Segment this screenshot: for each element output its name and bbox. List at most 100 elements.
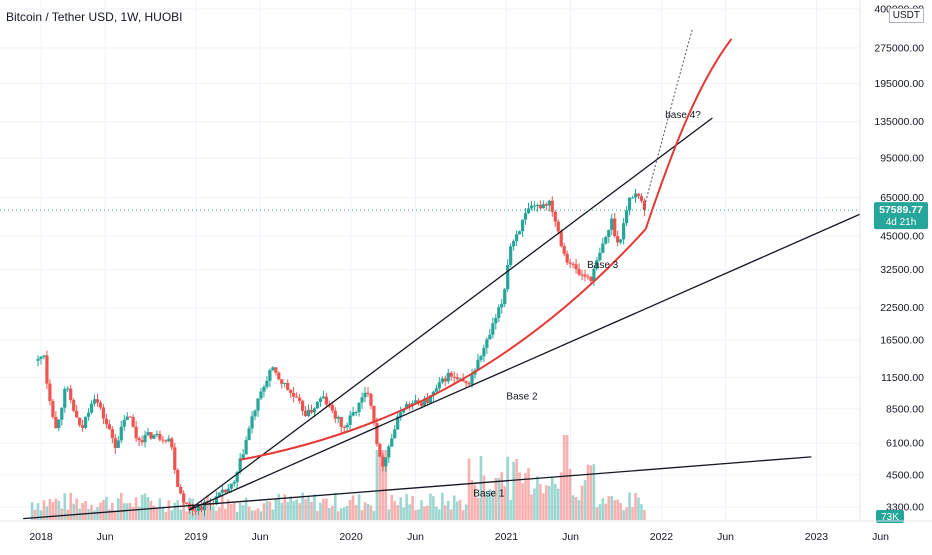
candle-body — [295, 396, 299, 398]
candle-body — [125, 416, 129, 420]
volume-bar — [164, 511, 168, 520]
volume-bar — [259, 511, 263, 520]
x-tick-label: Jun — [407, 531, 424, 543]
volume-bar — [262, 503, 266, 520]
candle-body — [48, 383, 52, 402]
y-tick-label: 32500.00 — [880, 264, 924, 276]
annotation-label: Base 2 — [506, 391, 538, 402]
candle-body — [529, 205, 534, 209]
candle-body — [51, 401, 55, 418]
candle-body — [625, 210, 629, 224]
candle-body — [39, 356, 43, 359]
volume-bar — [90, 504, 93, 520]
volume-bar — [432, 496, 435, 520]
volume-bar — [221, 496, 224, 520]
volume-bar — [277, 493, 281, 520]
candle-body — [556, 221, 560, 232]
candle-body — [408, 404, 412, 407]
candle-body — [467, 383, 471, 385]
volume-bar — [244, 497, 248, 520]
candle-body — [559, 231, 563, 247]
candle-body — [491, 323, 495, 335]
volume-bar — [140, 494, 144, 520]
candle-body — [607, 229, 611, 238]
volume-bar — [461, 510, 465, 520]
candle-body — [60, 407, 64, 420]
candle-body — [399, 412, 403, 417]
candle-body — [45, 355, 49, 384]
volume-bar — [628, 492, 631, 520]
volume-bar — [479, 456, 483, 520]
volume-bar — [598, 504, 602, 520]
volume-bar — [75, 498, 78, 520]
volume-bar — [435, 506, 438, 520]
candle-body — [81, 425, 85, 428]
volume-bar — [411, 495, 414, 520]
candle-body — [503, 289, 507, 305]
candle-body — [57, 419, 61, 429]
candle-body — [173, 447, 177, 470]
y-tick-label: 8500.00 — [886, 403, 924, 415]
volume-bar — [170, 510, 174, 520]
candle-body — [535, 204, 540, 206]
candle-body — [568, 262, 572, 264]
y-tick-label: 16500.00 — [880, 334, 924, 346]
candle-body — [116, 440, 120, 448]
candle-body — [604, 237, 608, 244]
volume-bar — [527, 468, 530, 520]
volume-bar — [122, 503, 126, 520]
candle-body — [482, 347, 486, 357]
candle-body — [196, 506, 201, 511]
volume-bar — [54, 498, 58, 520]
candle-body — [309, 409, 314, 413]
countdown-label: 4d 21h — [886, 217, 917, 228]
volume-bar — [114, 511, 117, 520]
y-tick-label: 22500.00 — [880, 302, 924, 314]
volume-bar — [307, 496, 310, 520]
candle-body — [289, 389, 293, 393]
volume-bar — [634, 493, 637, 520]
volume-bar — [250, 510, 254, 520]
volume-bar — [289, 496, 292, 520]
candle-body — [550, 200, 554, 212]
candle-body — [366, 392, 370, 394]
volume-bar — [345, 505, 349, 520]
chart-title: Bitcoin / Tether USD, 1W, HUOBI — [6, 10, 183, 24]
volume-bar — [524, 473, 527, 520]
candle-body — [592, 268, 596, 281]
candle-body — [622, 223, 626, 240]
candle-body — [509, 246, 513, 265]
candle-body — [378, 444, 382, 457]
candle-body — [155, 433, 159, 436]
candle-body — [553, 211, 557, 222]
candle-body — [164, 440, 168, 442]
volume-bar — [429, 493, 432, 520]
volume-bar — [458, 499, 462, 520]
volume-bar — [93, 510, 96, 520]
candle-body — [372, 405, 376, 424]
volume-bar — [102, 499, 105, 520]
candle-body — [452, 376, 456, 378]
currency-badge[interactable]: USDT — [888, 8, 924, 23]
volume-bar — [500, 472, 504, 520]
volume-bar — [423, 506, 426, 520]
candle-body — [104, 418, 108, 425]
candle-body — [515, 234, 519, 242]
x-tick-label: Jun — [872, 531, 889, 543]
volume-bar — [105, 496, 108, 520]
candle-body — [274, 367, 278, 373]
volume-bar — [256, 508, 260, 520]
candle-body — [333, 410, 337, 419]
candle-body — [494, 317, 498, 324]
volume-bar — [512, 461, 515, 520]
volume-bar — [530, 494, 533, 520]
volume-bar — [405, 494, 408, 520]
y-tick-label: 45000.00 — [880, 230, 924, 242]
candle-body — [280, 379, 284, 384]
candle-body — [580, 274, 584, 276]
volume-bar — [390, 494, 394, 520]
projection-curve-red — [644, 38, 733, 230]
candle-body — [98, 402, 103, 408]
